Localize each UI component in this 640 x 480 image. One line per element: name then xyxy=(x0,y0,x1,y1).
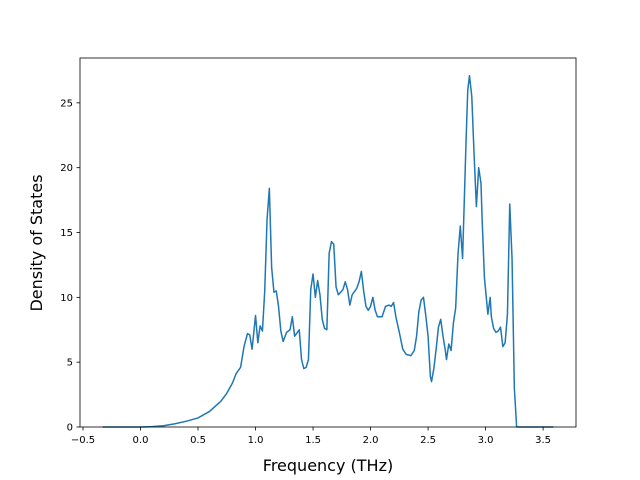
y-tick-label: 5 xyxy=(67,358,73,369)
y-tick-label: 10 xyxy=(60,293,73,304)
x-tick-label: 2.0 xyxy=(363,435,379,446)
x-tick-label: 1.0 xyxy=(248,435,264,446)
x-tick-label: 3.5 xyxy=(535,435,551,446)
x-tick-label: 0.5 xyxy=(190,435,206,446)
y-tick-label: 15 xyxy=(60,228,73,239)
x-axis-label: Frequency (THz) xyxy=(263,456,393,475)
y-axis-label: Density of States xyxy=(27,174,46,311)
y-tick-label: 25 xyxy=(60,98,73,109)
axes-frame xyxy=(79,57,577,428)
y-tick-label: 20 xyxy=(60,163,73,174)
x-tick-label: 0.0 xyxy=(133,435,149,446)
y-tick-label: 0 xyxy=(67,423,73,434)
x-tick-label: 2.5 xyxy=(420,435,436,446)
line xyxy=(102,74,554,428)
x-tick-label: 1.5 xyxy=(305,435,321,446)
x-tick-label: 3.0 xyxy=(478,435,494,446)
x-tick-label: −0.5 xyxy=(71,435,95,446)
